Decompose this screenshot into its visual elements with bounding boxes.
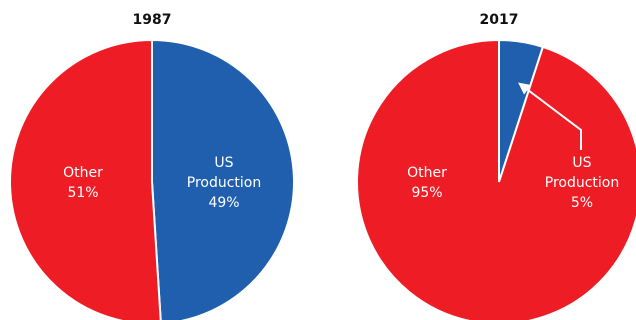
pie-slice-2017-other bbox=[356, 38, 636, 320]
label-other-1987-name: Other bbox=[63, 165, 103, 181]
pie-slice-1987-us-production bbox=[151, 38, 296, 320]
label-other-2017-name: Other bbox=[407, 165, 447, 181]
label-us-1987-name-line1: US bbox=[214, 155, 233, 171]
pie-slice-1987-other bbox=[9, 38, 162, 320]
chart-title-2017: 2017 bbox=[480, 12, 519, 28]
label-other-2017-value: 95% bbox=[411, 185, 442, 201]
pie-1987 bbox=[9, 38, 296, 320]
chart-title-1987: 1987 bbox=[133, 12, 172, 28]
label-us-2017-value: 5% bbox=[571, 195, 593, 211]
label-other-1987-value: 51% bbox=[67, 185, 98, 201]
label-us-1987-name-line2: Production bbox=[187, 175, 261, 191]
label-us-2017-name-line2: Production bbox=[545, 175, 619, 191]
annotation-arrow bbox=[518, 82, 582, 150]
label-us-1987-value: 49% bbox=[208, 195, 239, 211]
label-us-2017-name-line1: US bbox=[572, 155, 591, 171]
pie-2017 bbox=[356, 38, 636, 320]
